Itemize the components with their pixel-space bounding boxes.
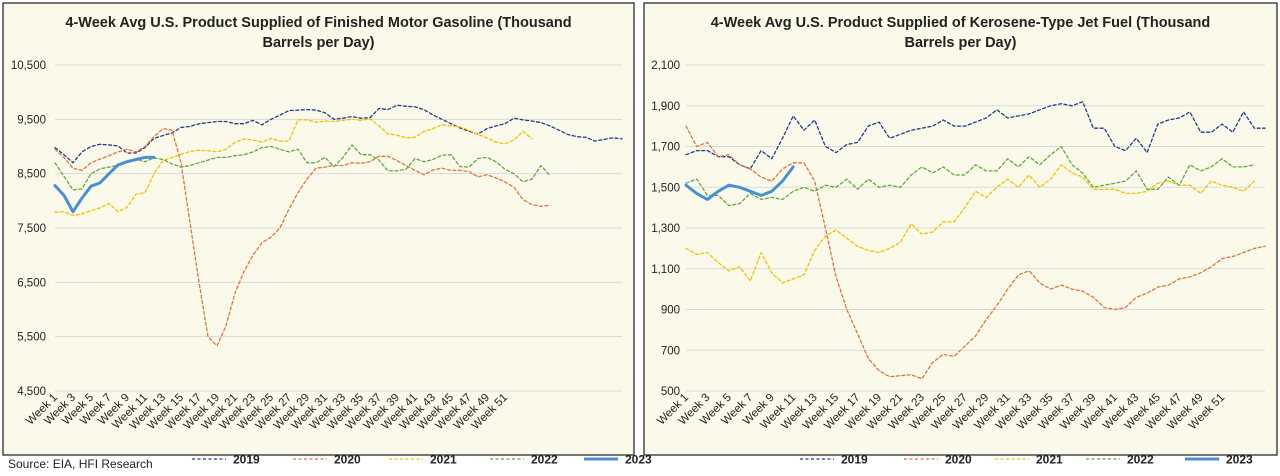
series-line-2022 — [685, 145, 1255, 207]
y-tick-label: 8,500 — [17, 169, 46, 181]
y-tick-label: 2,100 — [651, 60, 680, 72]
source-note: Source: EIA, HFI Research — [8, 457, 153, 471]
y-tick-label: 4,500 — [17, 386, 46, 398]
legend-label-2020: 2020 — [945, 453, 972, 467]
legend-label-2020: 2020 — [334, 453, 361, 467]
y-tick-label: 1,300 — [651, 223, 680, 235]
y-tick-label: 10,500 — [11, 60, 46, 72]
series-line-2022 — [54, 144, 551, 191]
chart-frame — [643, 2, 1278, 456]
y-tick-label: 1,500 — [651, 182, 680, 194]
y-tick-label: 7,500 — [17, 223, 46, 235]
y-tick-label: 900 — [661, 305, 680, 317]
series-line-2020 — [685, 125, 1266, 380]
legend-label-2022: 2022 — [1127, 453, 1154, 467]
y-tick-label: 6,500 — [17, 277, 46, 289]
y-tick-label: 500 — [661, 386, 680, 398]
chart-1: 4-Week Avg U.S. Product Supplied of Fini… — [2, 2, 652, 467]
legend-label-2019: 2019 — [841, 453, 868, 467]
y-tick-label: 1,100 — [651, 264, 680, 276]
series-line-2019 — [685, 101, 1266, 170]
series-line-2021 — [685, 164, 1255, 284]
legend-label-2019: 2019 — [233, 453, 260, 467]
y-tick-label: 1,700 — [651, 142, 680, 154]
chart-title-line-1: 4-Week Avg U.S. Product Supplied of Kero… — [711, 15, 1211, 31]
series-line-2019 — [54, 104, 623, 164]
y-tick-label: 9,500 — [17, 114, 46, 126]
chart-2: 4-Week Avg U.S. Product Supplied of Kero… — [643, 2, 1278, 467]
legend-label-2023: 2023 — [1226, 453, 1253, 467]
legend-label-2022: 2022 — [531, 453, 558, 467]
y-tick-label: 5,500 — [17, 332, 46, 344]
chart-title-line-2: Barrels per Day) — [262, 35, 374, 51]
legend-label-2021: 2021 — [430, 453, 457, 467]
series-line-2023 — [684, 165, 795, 201]
legend-label-2021: 2021 — [1036, 453, 1063, 467]
chart-title-line-1: 4-Week Avg U.S. Product Supplied of Fini… — [65, 15, 571, 31]
y-tick-label: 1,900 — [651, 101, 680, 113]
chart-title-line-2: Barrels per Day) — [904, 35, 1016, 51]
y-tick-label: 700 — [661, 345, 680, 357]
series-line-2023 — [53, 155, 156, 214]
series-line-2020 — [54, 127, 551, 347]
legend-label-2023: 2023 — [625, 453, 652, 467]
chart-frame — [2, 2, 635, 456]
